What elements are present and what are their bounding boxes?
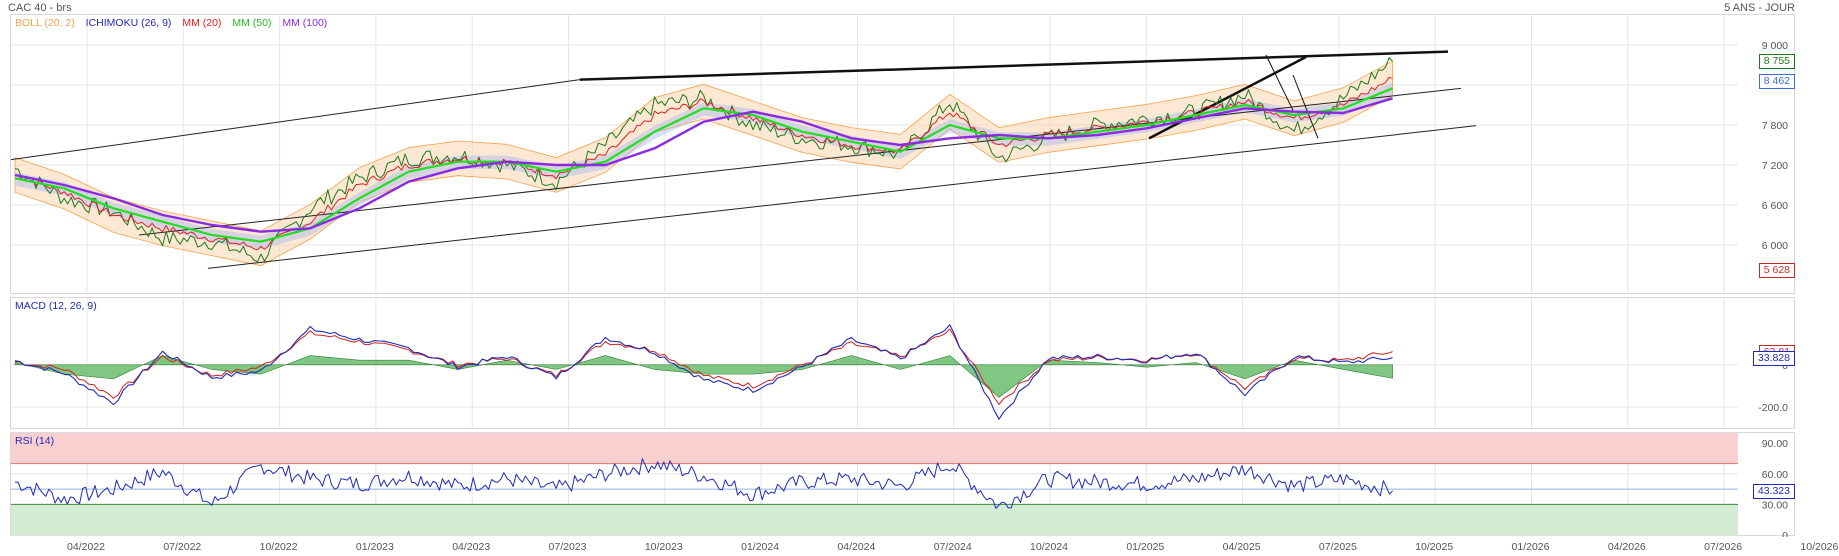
x-tick-label: 04/2022 [67, 541, 105, 553]
legend-mm100[interactable]: MM (100) [282, 17, 328, 29]
y-tick-label: 0 [1782, 530, 1788, 537]
x-tick-label: 07/2025 [1319, 541, 1357, 553]
last-value-tag: 8 462 [1758, 73, 1795, 89]
x-tick-label: 07/2023 [549, 541, 587, 553]
x-tick-label: 04/2024 [837, 541, 875, 553]
legend-ichimoku[interactable]: ICHIMOKU (26, 9) [85, 17, 172, 29]
support-wedge-line [1148, 55, 1307, 140]
x-tick-label: 10/2022 [260, 541, 298, 553]
legend-mm20[interactable]: MM (20) [182, 17, 222, 29]
legend-boll[interactable]: BOLL (20, 2) [15, 17, 75, 29]
last-value-tag: 8 755 [1758, 54, 1795, 70]
rsi-line [15, 458, 1393, 509]
x-tick-label: 04/2025 [1223, 541, 1261, 553]
x-tick-label: 07/2022 [163, 541, 201, 553]
x-tick-label: 10/2023 [645, 541, 683, 553]
price-panel: BOLL (20, 2) ICHIMOKU (26, 9) MM (20) MM… [10, 14, 1795, 295]
chart-title: CAC 40 - brs [8, 2, 72, 14]
x-tick-label: 10/2026 [1800, 541, 1838, 553]
mm50-line [14, 87, 1394, 243]
y-tick-label: 6 000 [1762, 240, 1788, 252]
legend-mm50[interactable]: MM (50) [232, 17, 272, 29]
channel-upper-line [11, 79, 580, 161]
y-tick-label: -200.0 [1758, 402, 1788, 414]
x-tick-label: 01/2025 [1126, 541, 1164, 553]
rsi-panel: RSI (14) 90.00 60.00 30.00 0 43.323 [10, 432, 1795, 537]
x-tick-label: 01/2026 [1512, 541, 1550, 553]
macd-histogram [14, 355, 1393, 398]
y-tick-label: 90.00 [1762, 438, 1788, 450]
x-tick-label: 10/2024 [1030, 541, 1068, 553]
y-tick-label: 30.00 [1762, 499, 1788, 511]
x-tick-label: 10/2025 [1415, 541, 1453, 553]
last-value-tag: 33.828 [1752, 350, 1795, 366]
y-tick-label: 60.00 [1762, 469, 1788, 481]
rsi-legend[interactable]: RSI (14) [15, 435, 55, 447]
channel-lower-line [207, 125, 1477, 269]
macd-panel: MACD (12, 26, 9) 0-200.0 62.8133.828 [10, 297, 1795, 430]
y-tick-label: 7 200 [1762, 160, 1788, 172]
x-tick-label: 07/2026 [1704, 541, 1742, 553]
period-selector[interactable]: 5 ANS - JOUR [1724, 2, 1795, 14]
price-legend: BOLL (20, 2) ICHIMOKU (26, 9) MM (20) MM… [15, 17, 335, 29]
last-value-tag: 43.323 [1752, 483, 1795, 499]
rsi-oversold-zone [11, 504, 1738, 535]
x-axis: 04/2022 07/2022 10/2022 01/2023 04/2023 07/20… [67, 541, 1839, 553]
channel-mid-line [138, 87, 1462, 236]
rsi-chart-svg: 90.00 60.00 30.00 0 [11, 433, 1788, 537]
y-tick-label: 0 [1782, 360, 1788, 372]
x-tick-label: 01/2023 [356, 541, 394, 553]
projection-arrow-1 [1265, 54, 1294, 111]
rsi-overbought-zone [11, 433, 1738, 464]
x-tick-label: 04/2026 [1608, 541, 1646, 553]
x-tick-label: 04/2023 [452, 541, 490, 553]
ichimoku-cloud [15, 82, 1393, 249]
y-tick-label: 7 800 [1762, 120, 1788, 132]
mm100-line [14, 97, 1393, 233]
y-tick-label: 6 600 [1762, 200, 1788, 212]
macd-line [14, 324, 1393, 420]
y-tick-label: 9 000 [1762, 40, 1788, 52]
macd-chart-svg: 0 -200.0 [11, 298, 1788, 430]
x-tick-label: 07/2024 [934, 541, 972, 553]
projection-arrow-2 [1292, 74, 1319, 139]
resistance-line [579, 50, 1449, 81]
last-value-tag: 5 628 [1758, 262, 1795, 278]
macd-legend[interactable]: MACD (12, 26, 9) [15, 300, 97, 312]
x-tick-label: 01/2024 [741, 541, 779, 553]
